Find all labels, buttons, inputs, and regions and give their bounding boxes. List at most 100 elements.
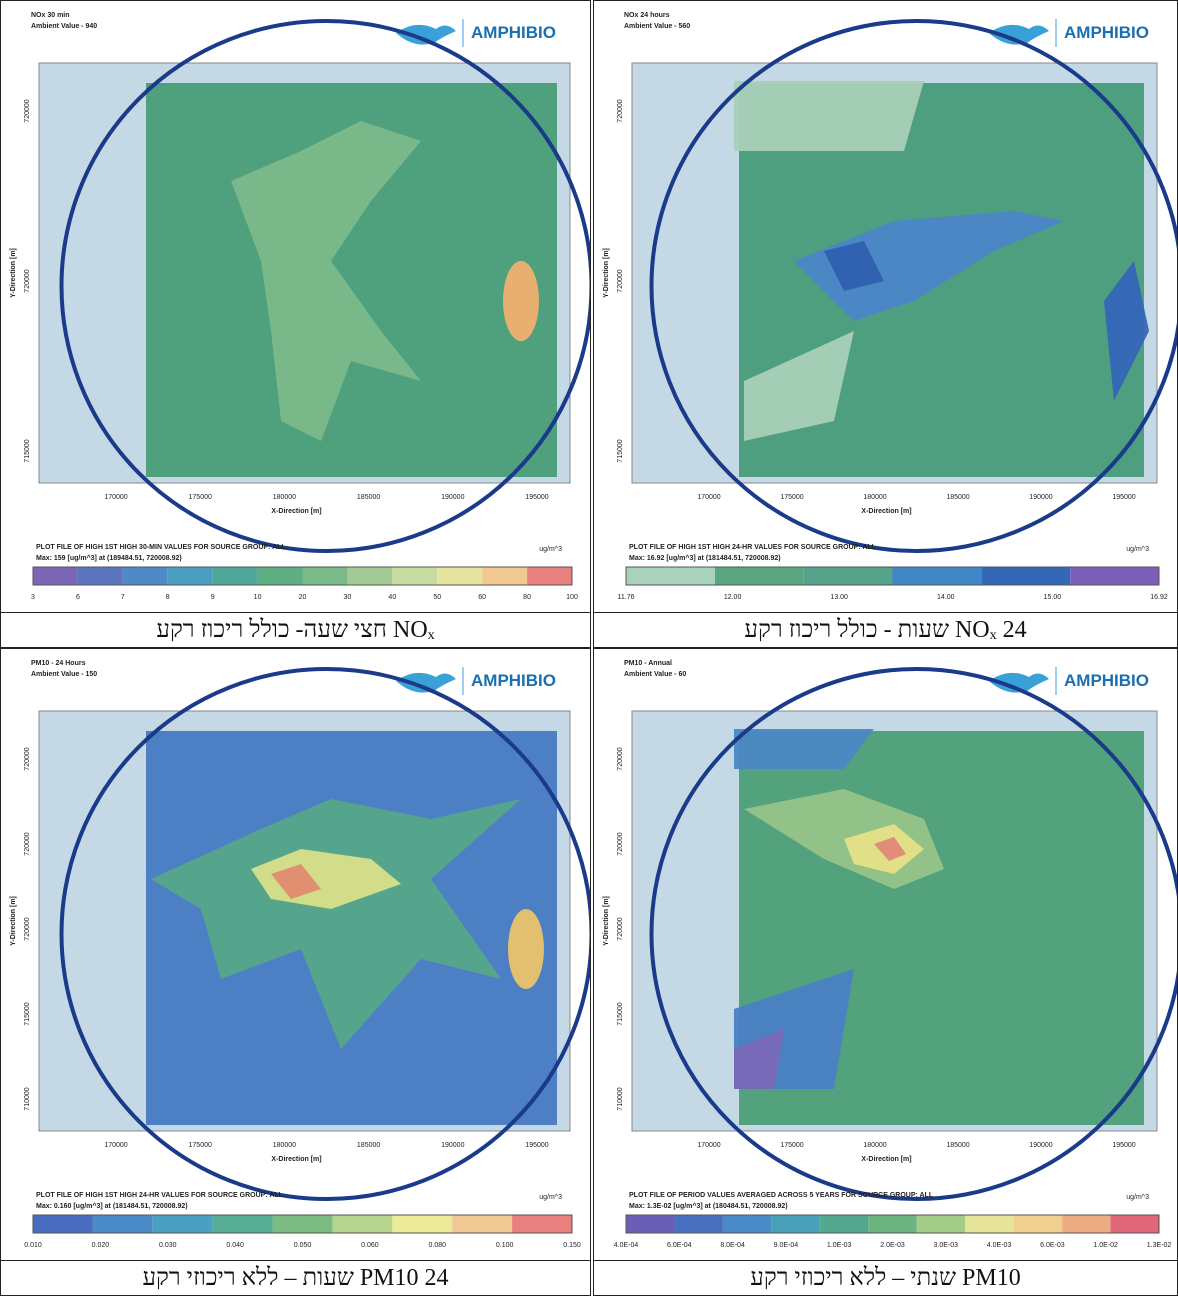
- legend-swatch: [437, 567, 483, 585]
- legend-swatch: [347, 567, 393, 585]
- x-tick-label: 175000: [189, 494, 212, 501]
- max-line: Max: 1.3E-02 [ug/m^3] at (180484.51, 720…: [629, 1202, 788, 1210]
- plot-image: PM10 - 24 Hours Ambient Value - 150 AMPHIB…: [10, 660, 590, 1249]
- y-tick-label: 710000: [617, 1087, 624, 1110]
- x-tick-label: 195000: [1112, 1142, 1135, 1149]
- y-axis-label: Y-Direction [m]: [10, 896, 17, 946]
- max-line: Max: 0.160 [ug/m^3] at (181484.51, 72000…: [36, 1202, 188, 1210]
- legend-swatch: [1013, 1215, 1063, 1233]
- legend-swatch: [152, 1215, 213, 1233]
- legend-tick-label: 11.76: [618, 594, 635, 601]
- plot-frame: [631, 62, 1158, 484]
- legend-tick-label: 15.00: [1044, 594, 1062, 601]
- y-tick-label: 715000: [24, 1002, 31, 1025]
- contour-hotspot: [503, 261, 539, 341]
- legend-tick-label: 0.040: [226, 1242, 244, 1249]
- legend-swatch: [392, 1215, 453, 1233]
- x-tick-label: 175000: [189, 1142, 212, 1149]
- contour-region: [271, 864, 321, 899]
- figure-panel: PM10 - Annual Ambient Value - 60 AMPHIBIO 1…: [593, 648, 1178, 1296]
- legend-swatch: [122, 567, 168, 585]
- legend-swatch: [302, 567, 348, 585]
- legend-tick-label: 0.020: [92, 1242, 110, 1249]
- x-tick-label: 175000: [780, 1142, 803, 1149]
- x-tick-label: 185000: [946, 1142, 969, 1149]
- header-line: PM10 - Annual: [624, 660, 672, 667]
- legend-swatch: [527, 567, 572, 585]
- legend-tick-label: 14.00: [937, 594, 955, 601]
- contour-hotspot: [508, 909, 544, 989]
- x-tick-label: 175000: [780, 494, 803, 501]
- legend-tick-label: 16.92: [1150, 594, 1168, 601]
- legend-tick-label: 1.0E-03: [827, 1242, 852, 1249]
- legend-tick-label: 60: [478, 594, 486, 601]
- legend-tick-label: 0.060: [361, 1242, 379, 1249]
- legend-frame: [625, 1214, 1160, 1234]
- y-axis-label: Y-Direction [m]: [603, 896, 610, 946]
- radius-circle: [649, 19, 1177, 553]
- x-tick-label: 180000: [273, 494, 296, 501]
- legend-tick-label: 0.010: [24, 1242, 42, 1249]
- panel-caption: NOₓ 24 שעות - כולל ריכוז רקע: [594, 612, 1177, 647]
- legend-tick-label: 0.150: [563, 1242, 581, 1249]
- logo-icon: [396, 24, 456, 45]
- header-line: Ambient Value - 60: [624, 671, 686, 678]
- contour-region: [874, 837, 906, 861]
- logo-icon: [989, 24, 1049, 45]
- y-tick-label: 715000: [24, 439, 31, 462]
- radius-circle: [59, 19, 590, 553]
- legend-swatch: [482, 567, 528, 585]
- header-line: NOx 30 min: [31, 12, 70, 19]
- legend-tick-label: 30: [344, 594, 352, 601]
- header-line: Ambient Value - 940: [31, 23, 97, 30]
- figure-panel: NOx 30 min Ambient Value - 940 AMPHIBIO 170…: [0, 0, 591, 648]
- legend-swatch: [981, 567, 1071, 585]
- legend-swatch: [272, 1215, 333, 1233]
- panel-caption: NOₓ חצי שעה- כולל ריכוז רקע: [1, 612, 590, 647]
- logo-text: AMPHIBIO: [471, 671, 556, 690]
- contour-region: [824, 241, 884, 291]
- legend-swatch: [916, 1215, 966, 1233]
- legend-swatch: [332, 1215, 393, 1233]
- x-tick-label: 195000: [1112, 494, 1135, 501]
- legend-swatch: [1062, 1215, 1111, 1233]
- legend-tick-label: 20: [299, 594, 307, 601]
- legend-tick-label: 40: [388, 594, 396, 601]
- header-line: NOx 24 hours: [624, 12, 670, 19]
- legend-swatch: [868, 1215, 917, 1233]
- legend-tick-label: 6: [76, 594, 80, 601]
- legend-tick-label: 100: [566, 594, 578, 601]
- legend-tick-label: 4.0E-04: [614, 1242, 639, 1249]
- contour-region: [231, 121, 421, 441]
- legend-frame: [32, 1214, 573, 1234]
- legend-swatch: [92, 1215, 153, 1233]
- legend-tick-label: 2.0E-03: [880, 1242, 905, 1249]
- units-label: ug/m^3: [539, 546, 562, 553]
- logo-text: AMPHIBIO: [1064, 671, 1149, 690]
- logo-icon: [396, 672, 456, 693]
- legend-tick-label: 3: [31, 594, 35, 601]
- contour-region: [1104, 261, 1149, 401]
- legend-swatch: [452, 1215, 513, 1233]
- legend-swatch: [722, 1215, 772, 1233]
- x-tick-label: 195000: [525, 1142, 548, 1149]
- legend-swatch: [771, 1215, 820, 1233]
- x-tick-label: 170000: [697, 1142, 720, 1149]
- y-tick-label: 720000: [617, 99, 624, 122]
- plot-image: NOx 24 hours Ambient Value - 560 AMPHIBIO 1…: [603, 12, 1177, 601]
- header-line: PM10 - 24 Hours: [31, 660, 86, 667]
- x-tick-label: 170000: [104, 1142, 127, 1149]
- legend-tick-label: 0.100: [496, 1242, 514, 1249]
- y-tick-label: 720000: [617, 269, 624, 292]
- logo-text: AMPHIBIO: [1064, 23, 1149, 42]
- legend-swatch: [212, 567, 258, 585]
- contour-region: [734, 1029, 784, 1089]
- x-tick-label: 170000: [104, 494, 127, 501]
- legend-tick-label: 12.00: [724, 594, 742, 601]
- units-label: ug/m^3: [539, 1194, 562, 1201]
- legend-swatch: [1070, 567, 1159, 585]
- legend-swatch: [212, 1215, 273, 1233]
- legend-tick-label: 8.0E-04: [720, 1242, 745, 1249]
- y-tick-label: 720000: [24, 99, 31, 122]
